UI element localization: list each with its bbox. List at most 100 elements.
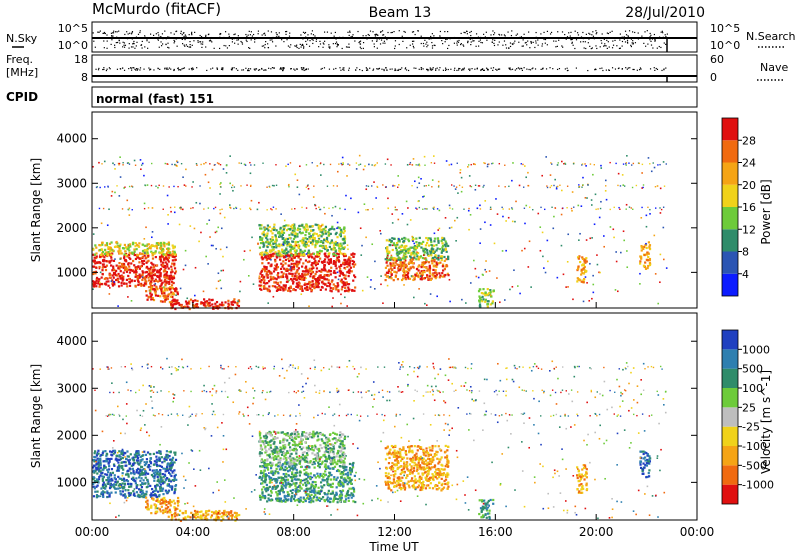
velocity-y-axis-label: Slant Range [km]: [29, 364, 43, 468]
velocity-heatmap-data: [92, 357, 667, 523]
x-tick-label: 00:00: [680, 525, 715, 539]
x-tick-label: 08:00: [276, 525, 311, 539]
beam-label: Beam 13: [369, 5, 432, 21]
power-colorbar-swatch: [722, 162, 738, 185]
cpid-label: CPID: [6, 90, 38, 104]
power-colorbar-swatch: [722, 251, 738, 274]
velocity-ytick-label: 3000: [56, 381, 87, 395]
power-region: [639, 241, 652, 270]
velocity-colorbar-swatch: [722, 446, 738, 466]
noise-left-tick-top: 10^5: [58, 22, 88, 35]
power-region: [477, 287, 495, 308]
velocity-colorbar-swatch: [722, 388, 738, 408]
power-heatmap-data: [92, 154, 668, 311]
cpid-value: normal (fast) 151: [96, 92, 214, 106]
velocity-colorbar-tick-label: 1000: [742, 343, 770, 356]
velocity-colorbar-tick-label: 500: [742, 363, 763, 376]
x-tick-label: 00:00: [75, 525, 110, 539]
velocity-region: [639, 450, 652, 479]
velocity-region: [478, 498, 495, 520]
freq-right-tick-bottom: 0: [710, 71, 717, 84]
velocity-region: [258, 430, 347, 466]
freq-label-line2: [MHz]: [6, 66, 38, 79]
velocity-region: [92, 449, 178, 499]
power-y-axis-label: Slant Range [km]: [29, 158, 43, 262]
power-colorbar-tick-label: 4: [742, 268, 749, 281]
power-colorbar-tick-label: 8: [742, 246, 749, 259]
power-region: [576, 255, 588, 284]
velocity-colorbar-swatch: [722, 330, 738, 350]
velocity-colorbar-swatch: [722, 484, 738, 504]
power-region: [92, 252, 178, 288]
date-label: 28/Jul/2010: [625, 5, 705, 21]
velocity-ytick-label: 1000: [56, 475, 87, 489]
power-ytick-label: 2000: [56, 221, 87, 235]
power-ytick-label: 3000: [56, 176, 87, 190]
power-colorbar-tick-label: 24: [742, 157, 756, 170]
noise-right-label: N.Search: [746, 30, 796, 43]
velocity-colorbar-swatch: [722, 368, 738, 388]
noise-right-tick-top: 10^5: [710, 22, 740, 35]
x-axis-ticks: 00:00 04:00 08:00 12:00 16:00 20:00 00:00: [75, 302, 715, 539]
freq-right-label: Nave: [760, 61, 788, 74]
velocity-colorbar-frame: [721, 329, 739, 505]
power-colorbar-swatch: [722, 207, 738, 230]
velocity-colorbar-tick-label: 25: [742, 401, 756, 414]
velocity-region: [384, 444, 450, 492]
power-region: [258, 252, 357, 293]
station-title: McMurdo (fitACF): [92, 0, 221, 18]
power-colorbar: 4 8 12 16 20 24 28: [721, 117, 756, 297]
freq-right-tick-top: 60: [710, 53, 724, 66]
x-tick-label: 04:00: [176, 525, 211, 539]
power-colorbar-swatch: [722, 184, 738, 207]
freq-label-line1: Freq.: [6, 53, 33, 66]
velocity-colorbar-tick-label: -1000: [742, 479, 774, 492]
velocity-colorbar-swatch: [722, 465, 738, 485]
noise-right-tick-bottom: 10^0: [710, 39, 740, 52]
velocity-sparse-scatter: [92, 357, 667, 520]
power-sparse-scatter: [92, 154, 668, 308]
velocity-colorbar-tick-label: -500: [742, 459, 767, 472]
noise-left-label: N.Sky: [6, 32, 38, 45]
power-colorbar-swatch: [722, 118, 738, 141]
noise-left-tick-bottom: 10^0: [58, 39, 88, 52]
velocity-region: [144, 496, 180, 515]
power-region: [384, 236, 450, 262]
velocity-colorbar-swatch: [722, 426, 738, 446]
x-tick-label: 12:00: [377, 525, 412, 539]
power-colorbar-tick-label: 16: [742, 201, 756, 214]
velocity-colorbar: 1000 500 100 25 -25 -100 -500 -1000: [721, 329, 774, 505]
velocity-colorbar-swatch: [722, 349, 738, 369]
power-y-ticks: 1000 2000 3000 4000: [56, 132, 697, 279]
velocity-colorbar-swatch: [722, 407, 738, 427]
velocity-y-ticks: 1000 2000 3000 4000: [56, 334, 697, 489]
power-ytick-label: 4000: [56, 132, 87, 146]
freq-left-tick-top: 18: [74, 53, 88, 66]
velocity-panel-frame: [91, 312, 698, 521]
x-tick-label: 20:00: [579, 525, 614, 539]
velocity-ytick-label: 2000: [56, 428, 87, 442]
noise-search-dots: [92, 30, 668, 50]
power-region: [258, 223, 347, 257]
velocity-colorbar-label: Velocity [m s^-1]: [759, 370, 773, 474]
freq-left-tick-bottom: 8: [81, 71, 88, 84]
velocity-colorbar-tick-label: -25: [742, 421, 760, 434]
power-colorbar-label: Power [dB]: [759, 179, 773, 244]
velocity-ytick-label: 4000: [56, 334, 87, 348]
nave-dots: [95, 67, 667, 72]
power-colorbar-swatch: [722, 229, 738, 252]
velocity-colorbar-tick-label: -100: [742, 440, 767, 453]
power-ytick-label: 1000: [56, 265, 87, 279]
velocity-region: [167, 509, 241, 523]
power-colorbar-swatch: [722, 140, 738, 163]
x-axis-label: Time UT: [368, 540, 419, 554]
power-colorbar-swatch: [722, 273, 738, 296]
power-colorbar-tick-label: 12: [742, 223, 756, 236]
freq-panel-frame: [91, 54, 698, 83]
power-colorbar-tick-label: 28: [742, 134, 756, 147]
x-tick-label: 16:00: [478, 525, 513, 539]
cpid-panel-frame: [91, 86, 698, 108]
power-colorbar-tick-label: 20: [742, 179, 756, 192]
velocity-colorbar-tick-label: 100: [742, 382, 763, 395]
